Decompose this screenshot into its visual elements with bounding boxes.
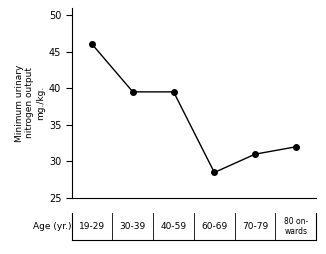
Text: 70-79: 70-79 bbox=[242, 222, 268, 231]
Text: 80 on-
wards: 80 on- wards bbox=[284, 217, 308, 236]
Text: 40-59: 40-59 bbox=[160, 222, 187, 231]
Text: 60-69: 60-69 bbox=[201, 222, 228, 231]
Text: Age (yr.): Age (yr.) bbox=[33, 222, 71, 231]
Y-axis label: Minimum urinary
nitrogen output
mg./kg.: Minimum urinary nitrogen output mg./kg. bbox=[15, 64, 45, 141]
Text: 19-29: 19-29 bbox=[79, 222, 105, 231]
Text: 30-39: 30-39 bbox=[120, 222, 146, 231]
